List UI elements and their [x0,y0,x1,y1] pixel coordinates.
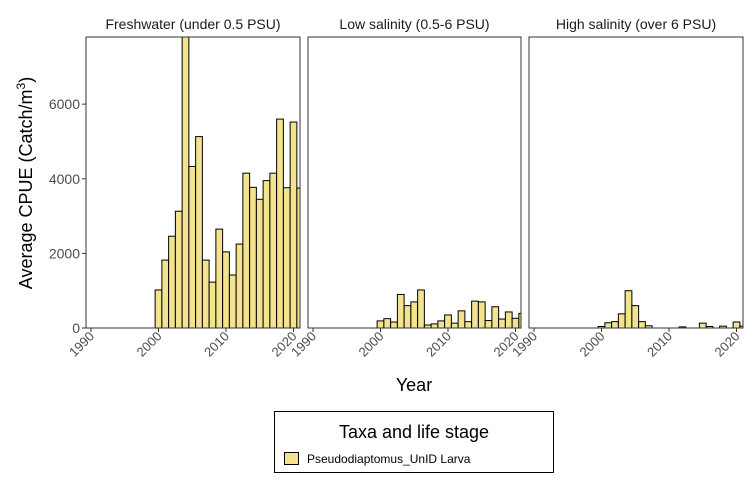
bar [698,322,707,328]
x-axis-title: Year [396,375,432,395]
bar [282,187,291,328]
bar [498,318,506,328]
bar [504,311,513,328]
legend-key-swatch [284,452,299,465]
bar [638,321,646,328]
bar [396,293,405,328]
y-tick-label: 6000 [49,96,80,112]
bar [235,243,244,328]
bar [617,313,626,328]
bar [269,172,278,328]
bar [410,301,419,328]
bar [444,314,452,328]
bar [154,289,163,328]
bar [249,186,257,328]
panel-border [528,36,744,329]
bar [376,320,385,328]
x-tick-label: 2000 [577,329,608,360]
bar-group [597,290,743,328]
bar [255,198,264,328]
legend-title: Taxa and life stage [338,422,490,442]
bar [417,289,425,328]
x-tick-label: 2010 [201,329,232,360]
bar [222,251,230,328]
y-axis-title: Average CPUE (Catch/m3) [14,77,36,289]
bar [484,320,493,328]
bar [161,259,170,328]
panel-title: High salinity (over 6 PSU) [556,16,716,32]
bar [208,281,217,328]
bar-group [154,37,300,328]
bar [471,300,479,328]
bar [739,325,743,328]
bar [450,322,459,328]
x-tick-label: 2000 [134,329,165,360]
bar [477,301,486,328]
bar [518,312,521,328]
bar [403,305,412,328]
bar [296,187,300,328]
bar [383,318,392,328]
bar [181,37,190,328]
y-tick-label: 4000 [49,171,80,187]
bar [631,305,640,328]
bar [276,118,284,328]
y-tick-label: 2000 [49,245,80,261]
bar [262,180,271,328]
bar [289,121,298,328]
panel-title: Low salinity (0.5-6 PSU) [339,16,489,32]
x-tick-label: 1990 [66,329,97,360]
panel-title: Freshwater (under 0.5 PSU) [105,16,280,32]
bar [430,323,439,328]
bar-group [376,289,521,328]
bar [201,259,210,328]
panel-border [85,36,301,329]
x-tick-label: 2000 [356,329,387,360]
bar [611,321,619,328]
bar [390,321,398,328]
bar [732,321,741,328]
x-tick-label: 2010 [644,329,675,360]
bar [188,165,197,328]
bar [242,172,251,328]
bar [464,321,473,328]
bar [511,317,520,328]
bar [215,228,224,328]
panel-1: Freshwater (under 0.5 PSU) 1990 2000 2010 20… [49,16,301,360]
legend: Taxa and life stage Pseudodiaptomus_UnID… [274,411,554,473]
bar [491,306,500,328]
bar [604,322,613,328]
bar [457,310,466,328]
bar [195,136,203,328]
bar [437,320,446,328]
bar [168,235,176,328]
panel-2: Low salinity (0.5-6 PSU)1990 2000 2010 2020 [288,16,522,360]
legend-entry-label: Pseudodiaptomus_UnID Larva [307,452,471,466]
panel-border [307,36,522,329]
bar [228,274,237,328]
x-tick-label: 2020 [712,329,743,360]
bar [624,290,633,328]
y-tick-label: 0 [72,320,80,336]
bar [174,210,183,328]
x-tick-label: 2010 [423,329,454,360]
panel-3: High salinity (over 6 PSU)1990 2000 2010 20… [509,16,744,360]
